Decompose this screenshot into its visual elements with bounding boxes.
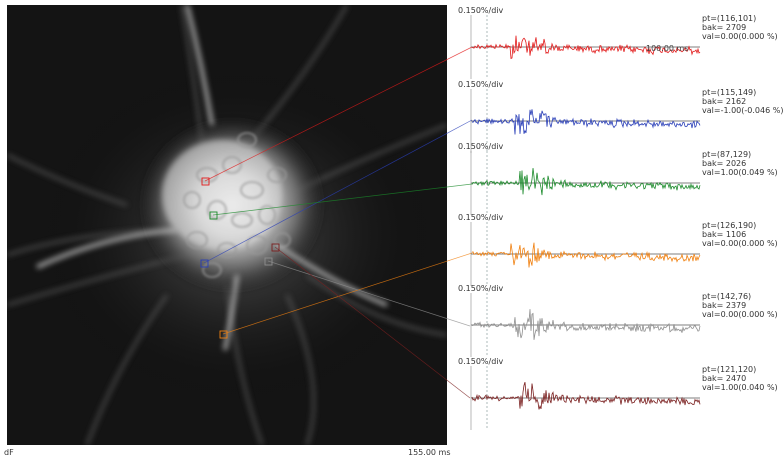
trace-pt: pt=(142,76)	[702, 292, 752, 301]
trace-scale-label: 0.150%/div	[458, 284, 504, 293]
trace-val: val=0.00(0.000 %)	[702, 310, 778, 319]
trace-info: pt=(126,190) bak= 1106 val=0.00(0.000 %)	[702, 221, 778, 248]
trace-line	[471, 168, 701, 196]
trace-scale-label: 0.150%/div	[458, 357, 504, 366]
trace-scale-label: 0.150%/div	[458, 6, 504, 15]
trace-line	[471, 242, 701, 268]
trace-line	[471, 109, 701, 135]
trace-line	[472, 309, 701, 340]
trace-val: val=0.00(0.000 %)	[702, 32, 778, 41]
trace-scale-label: 0.150%/div	[458, 213, 504, 222]
trace-pt: pt=(116,101)	[702, 14, 757, 23]
trace-val: val=-1.00(-0.046 %)	[702, 106, 784, 115]
trace-info: pt=(115,149) bak= 2162 val=-1.00(-0.046 %)	[702, 88, 783, 115]
trace-bak: bak= 2470	[702, 374, 747, 383]
trace-info: pt=(142,76) bak= 2379 val=0.00(0.000 %)	[702, 292, 778, 319]
time-marker-label: 100.00 ms	[646, 44, 689, 53]
fluorescence-image[interactable]	[7, 5, 447, 445]
time-scale-label: 155.00 ms	[408, 448, 451, 457]
trace-val: val=1.00(0.049 %)	[702, 168, 778, 177]
trace-info: pt=(87,129) bak= 2026 val=1.00(0.049 %)	[702, 150, 778, 177]
trace-bak: bak= 1106	[702, 230, 747, 239]
trace-info: pt=(121,120) bak= 2470 val=1.00(0.040 %)	[702, 365, 778, 392]
trace-scale-label: 0.150%/div	[458, 142, 504, 151]
trace-bak: bak= 2162	[702, 97, 747, 106]
trace-pt: pt=(115,149)	[702, 88, 757, 97]
trace-bak: bak= 2026	[702, 159, 747, 168]
trace-pt: pt=(121,120)	[702, 365, 757, 374]
trace-info: pt=(116,101) bak= 2709 val=0.00(0.000 %)	[702, 14, 778, 41]
trace-val: val=0.00(0.000 %)	[702, 239, 778, 248]
dF-label: dF	[4, 448, 14, 457]
trace-scale-label: 0.150%/div	[458, 80, 504, 89]
trace-pt: pt=(126,190)	[702, 221, 757, 230]
trace-val: val=1.00(0.040 %)	[702, 383, 778, 392]
trace-line	[471, 381, 701, 410]
trace-bak: bak= 2709	[702, 23, 747, 32]
trace-pt: pt=(87,129)	[702, 150, 752, 159]
trace-bak: bak= 2379	[702, 301, 747, 310]
